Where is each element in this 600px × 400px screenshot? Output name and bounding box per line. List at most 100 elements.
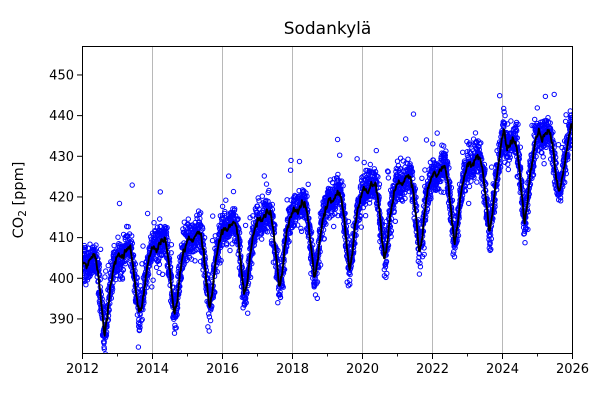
scatter-point (339, 178, 345, 184)
scatter-point (111, 242, 117, 249)
scatter-point (264, 229, 271, 235)
scatter-point (296, 158, 303, 165)
scatter-point (230, 188, 237, 195)
scatter-point (157, 189, 164, 195)
scatter-point (277, 294, 284, 301)
y-tick-label: 400 (49, 272, 74, 287)
scatter-point (471, 174, 477, 180)
scatter-point (82, 245, 89, 251)
chart-title: Sodankylä (284, 19, 372, 39)
scatter-point (321, 236, 327, 242)
scatter-point (331, 223, 337, 230)
scatter-point (277, 292, 283, 298)
scatter-point (223, 197, 229, 203)
scatter-point (145, 268, 151, 274)
scatter-point (226, 173, 232, 179)
scatter-point (314, 295, 320, 301)
scatter-point (295, 222, 301, 228)
scatter-point (381, 266, 387, 273)
scatter-point (419, 175, 425, 182)
scatter-point (298, 225, 304, 232)
scatter-point (209, 237, 216, 244)
scatter-point (263, 181, 270, 187)
scatter-point (275, 300, 281, 306)
scatter-point (505, 166, 511, 173)
scatter-point (198, 210, 204, 216)
scatter-point (149, 256, 155, 262)
scatter-point (345, 283, 352, 289)
scatter-point (421, 251, 427, 258)
scatter-point (466, 200, 472, 207)
scatter-point (376, 181, 383, 187)
scatter-point (397, 166, 404, 172)
scatter-point (168, 242, 175, 248)
scatter-point (222, 208, 228, 215)
scatter-point (488, 236, 494, 242)
scatter-point (551, 91, 557, 98)
scatter-point (122, 261, 129, 267)
scatter-point (150, 277, 156, 283)
scatter-point (305, 181, 311, 188)
scatter-point (563, 112, 569, 118)
scatter-point (444, 159, 451, 165)
scatter-point (164, 225, 170, 231)
scatter-point (421, 245, 427, 251)
scatter-point (347, 281, 353, 287)
scatter-point (403, 136, 409, 142)
scatter-point (242, 301, 248, 307)
scatter-point (93, 242, 99, 248)
scatter-point (385, 169, 391, 175)
scatter-point (102, 274, 108, 280)
scatter-point (197, 215, 203, 222)
scatter-point (405, 156, 411, 162)
scatter-point (139, 316, 145, 323)
scatter-point (347, 271, 353, 278)
scatter-point (261, 225, 268, 232)
scatter-point (478, 140, 484, 146)
scatter-point (273, 246, 280, 253)
x-tick-label: 2014 (136, 362, 169, 377)
scatter-point (345, 218, 352, 225)
x-tick-label: 2020 (346, 362, 379, 377)
x-tick-label: 2012 (66, 362, 99, 377)
scatter-point (375, 174, 381, 180)
scatter-point (385, 175, 392, 181)
scatter-point (451, 254, 458, 260)
scatter-point (206, 328, 212, 334)
scatter-point (443, 148, 449, 154)
scatter-point (542, 93, 549, 100)
scatter-point (163, 226, 169, 232)
y-tick-label: 440 (49, 109, 74, 124)
y-tick-label: 430 (49, 150, 74, 165)
scatter-point (410, 111, 417, 117)
scatter-point (354, 156, 360, 162)
y-axis-label-subscript: 2 (17, 210, 29, 217)
scatter-point (373, 147, 379, 154)
scatter-point (242, 299, 248, 305)
scatter-point (119, 276, 126, 282)
scatter-point (194, 212, 200, 219)
scatter-point (541, 161, 547, 167)
scatter-point (397, 155, 404, 161)
scatter-point (103, 268, 109, 274)
scatter-point (358, 224, 364, 230)
scatter-point (288, 157, 294, 164)
scatter-point (242, 222, 249, 229)
scatter-point (138, 317, 145, 324)
x-tick-label: 2026 (556, 362, 589, 377)
scatter-point (235, 216, 241, 222)
scatter-point (224, 240, 230, 247)
scatter-point (441, 143, 447, 149)
scatter-point (259, 236, 265, 242)
scatter-point (468, 144, 474, 150)
scatter-point (87, 241, 93, 247)
scatter-point (356, 216, 363, 223)
y-tick-label: 420 (49, 190, 74, 205)
scatter-point (438, 189, 444, 195)
scatter-point (371, 166, 377, 172)
scatter-point (474, 179, 480, 185)
scatter-point (202, 256, 209, 262)
scatter-point (137, 324, 143, 331)
scatter-point (183, 255, 190, 261)
